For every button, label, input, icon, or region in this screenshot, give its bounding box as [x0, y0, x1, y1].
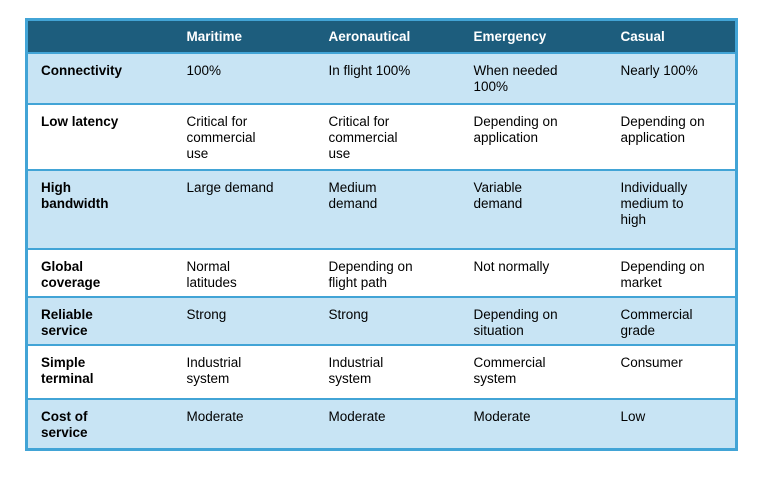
table-cell: Large demand: [186, 179, 274, 195]
table-cell: Moderate: [186, 408, 244, 424]
table-cell: Depending on application: [620, 113, 705, 145]
row-label: High bandwidth: [41, 179, 109, 211]
table-cell: Not normally: [473, 258, 550, 274]
comparison-table: Maritime Aeronautical Emergency Casual Conn…: [25, 18, 738, 451]
row-label: Low latency: [41, 113, 119, 129]
row-label: Cost of service: [41, 408, 88, 440]
row-label: Connectivity: [41, 62, 123, 78]
table-head: Maritime Aeronautical Emergency Casual: [26, 19, 737, 53]
table-cell: 100%: [186, 62, 222, 78]
column-header: Emergency: [460, 19, 608, 53]
column-header: Aeronautical: [315, 19, 461, 53]
table-cell: Nearly 100%: [620, 62, 698, 78]
table-cell: Critical for commercial use: [186, 113, 256, 161]
table-cell: Depending on situation: [473, 306, 558, 338]
satellite-services-comparison: Maritime Aeronautical Emergency Casual Conn…: [25, 18, 738, 451]
table-cell: Moderate: [328, 408, 386, 424]
table-cell: Individually medium to high: [620, 179, 688, 227]
table-cell: Depending on flight path: [328, 258, 413, 290]
table-row: High bandwidth Large demand Medium demand V…: [26, 169, 737, 249]
table-row: Global coverage Normal latitudes Depending…: [26, 248, 737, 297]
table-cell: Commercial grade: [620, 306, 693, 338]
table-cell: Commercial system: [473, 354, 546, 386]
header-row: Maritime Aeronautical Emergency Casual: [26, 19, 737, 53]
table-cell: Industrial system: [328, 354, 384, 386]
table-cell: Variable demand: [473, 179, 523, 211]
table-cell: Moderate: [473, 408, 531, 424]
row-label: Reliable service: [41, 306, 93, 338]
table-body: Connectivity 100% In flight 100% When neede…: [26, 52, 737, 450]
table-cell: Normal latitudes: [186, 258, 237, 290]
table-cell: Depending on market: [620, 258, 705, 290]
table-cell: Strong: [186, 306, 227, 322]
table-row: Connectivity 100% In flight 100% When neede…: [26, 52, 737, 104]
table-cell: Critical for commercial use: [328, 113, 398, 161]
column-header: Casual: [607, 19, 737, 53]
table-row: Reliable service Strong Strong Depending on…: [26, 296, 737, 345]
table-cell: When needed 100%: [473, 62, 558, 94]
column-header: [26, 19, 174, 53]
table-cell: Depending on application: [473, 113, 558, 145]
table-row: Cost of service Moderate Moderate Moderate L…: [26, 398, 737, 450]
row-label: Global coverage: [41, 258, 101, 290]
table-cell: Low: [620, 408, 646, 424]
column-header: Maritime: [173, 19, 316, 53]
table-cell: Medium demand: [328, 179, 378, 211]
table-cell: Industrial system: [186, 354, 242, 386]
table-row: Simple terminal Industrial system Industri…: [26, 344, 737, 399]
table-cell: Consumer: [620, 354, 683, 370]
table-row: Low latency Critical for commercial use Cr…: [26, 103, 737, 170]
table-cell: In flight 100%: [328, 62, 411, 78]
table-cell: Strong: [328, 306, 369, 322]
row-label: Simple terminal: [41, 354, 94, 386]
